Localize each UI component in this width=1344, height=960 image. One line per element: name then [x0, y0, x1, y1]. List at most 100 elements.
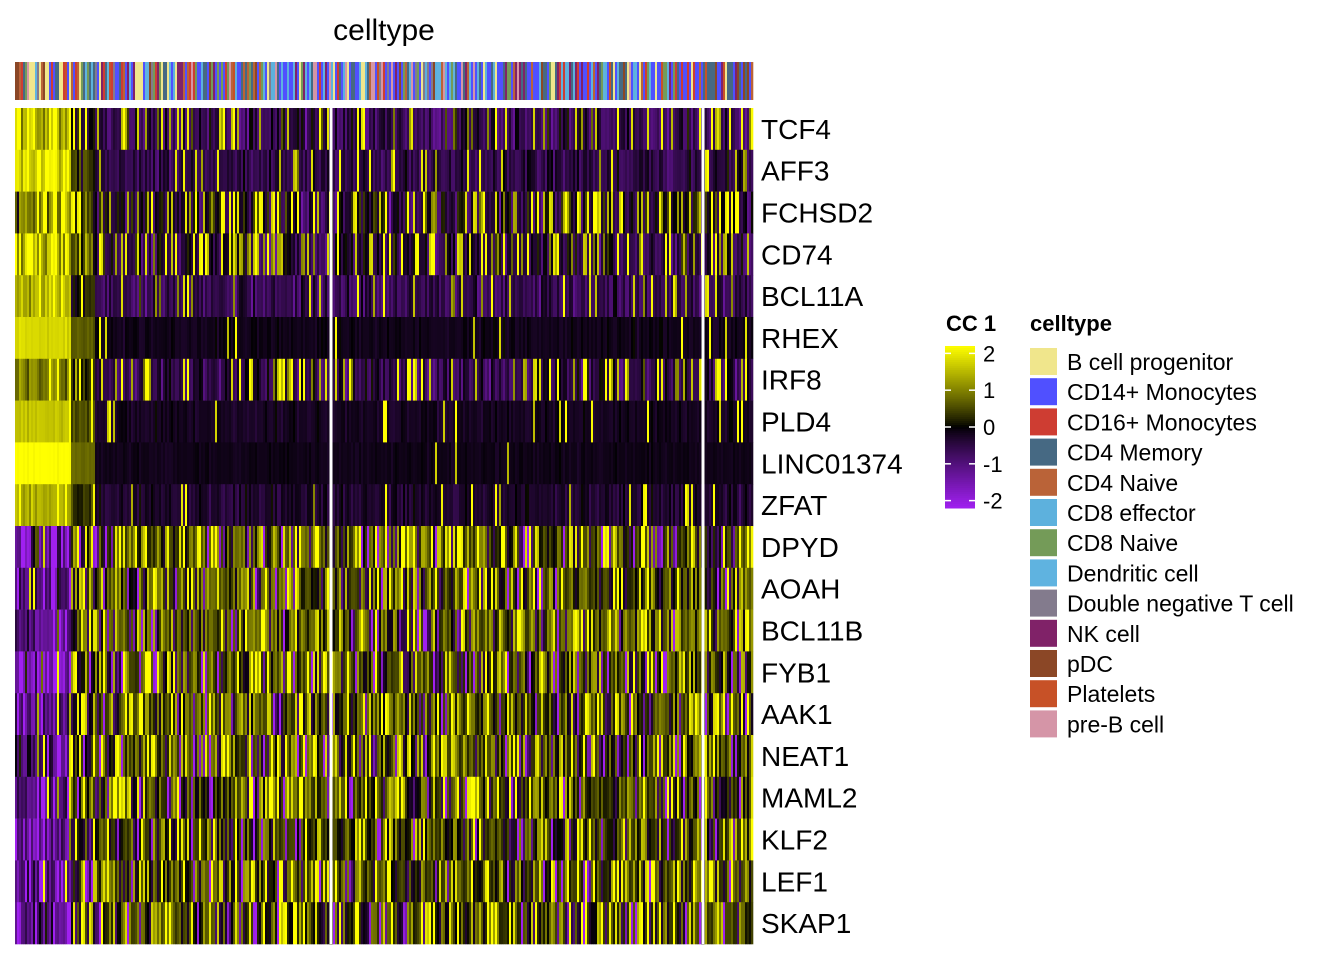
heatmap-cell — [659, 149, 662, 192]
heatmap-cell — [43, 400, 46, 443]
annotation-cell — [345, 62, 348, 100]
heatmap-cell — [531, 526, 534, 569]
heatmap-cell — [103, 358, 106, 401]
heatmap-cell — [423, 358, 426, 401]
heatmap-cell — [181, 275, 184, 318]
heatmap-cell — [525, 526, 528, 569]
annotation-cell — [659, 62, 662, 100]
heatmap-cell — [57, 567, 60, 610]
heatmap-cell — [409, 442, 412, 485]
heatmap-cell — [139, 108, 142, 151]
heatmap-cell — [475, 317, 478, 360]
heatmap-cell — [97, 191, 100, 234]
heatmap-cell — [115, 149, 118, 192]
heatmap-cell — [531, 233, 534, 276]
heatmap-cell — [667, 567, 670, 610]
heatmap-cell — [217, 233, 220, 276]
heatmap-cell — [365, 233, 368, 276]
heatmap-cell — [31, 358, 34, 401]
heatmap-cell — [219, 526, 222, 569]
heatmap-cell — [373, 609, 376, 652]
annotation-cell — [385, 62, 388, 100]
heatmap-cell — [15, 442, 18, 485]
heatmap-cell — [535, 567, 538, 610]
heatmap-cell — [293, 233, 296, 276]
heatmap-cell — [409, 400, 412, 443]
heatmap-cell — [641, 317, 644, 360]
heatmap-cell — [729, 484, 732, 527]
heatmap-cell — [619, 526, 622, 569]
heatmap-cell — [479, 358, 482, 401]
heatmap-cell — [521, 484, 524, 527]
heatmap-cell — [695, 275, 698, 318]
heatmap-cell — [457, 191, 460, 234]
heatmap-cell — [625, 400, 628, 443]
heatmap-cell — [297, 400, 300, 443]
annotation-cell — [433, 62, 436, 100]
heatmap-cell — [211, 275, 214, 318]
heatmap-cell — [549, 358, 552, 401]
annotation-cell — [19, 62, 22, 100]
heatmap-cell — [91, 108, 94, 151]
annotation-cell — [613, 62, 616, 100]
heatmap-cell — [43, 108, 46, 151]
heatmap-cell — [209, 442, 212, 485]
heatmap-cell — [575, 149, 578, 192]
heatmap-cell — [347, 275, 350, 318]
heatmap-cell — [745, 149, 748, 192]
heatmap-cell — [501, 567, 504, 610]
heatmap-cell — [481, 275, 484, 318]
heatmap-cell — [213, 609, 216, 652]
annotation-cell — [491, 62, 494, 100]
heatmap-cell — [607, 275, 610, 318]
heatmap-cell — [509, 233, 512, 276]
heatmap-cell — [133, 526, 136, 569]
heatmap-cell — [685, 358, 688, 401]
annotation-cell — [439, 62, 442, 100]
heatmap-cell — [179, 609, 182, 652]
heatmap-cell — [259, 191, 262, 234]
heatmap-cell — [507, 358, 510, 401]
heatmap-cell — [645, 275, 648, 318]
heatmap-cell — [235, 484, 238, 527]
heatmap-cell — [115, 233, 118, 276]
heatmap-cell — [363, 149, 366, 192]
heatmap-cell — [295, 358, 298, 401]
heatmap-cell — [143, 567, 146, 610]
heatmap-cell — [667, 108, 670, 151]
heatmap-cell — [231, 149, 234, 192]
heatmap-cell — [57, 317, 60, 360]
heatmap-cell — [517, 526, 520, 569]
heatmap-cell — [171, 442, 174, 485]
heatmap-cell — [573, 108, 576, 151]
heatmap-cell — [715, 317, 718, 360]
heatmap-cell — [267, 567, 270, 610]
heatmap-cell — [693, 108, 696, 151]
heatmap-cell — [569, 484, 572, 527]
annotation-cell — [291, 62, 294, 100]
heatmap-cell — [341, 609, 344, 652]
heatmap-cell — [307, 609, 310, 652]
heatmap-cell — [83, 191, 86, 234]
heatmap-cell — [243, 526, 246, 569]
heatmap-cell — [301, 484, 304, 527]
heatmap-cell — [355, 526, 358, 569]
heatmap-cell — [555, 358, 558, 401]
heatmap-cell — [55, 567, 58, 610]
heatmap-cell — [83, 275, 86, 318]
heatmap-cell — [737, 484, 740, 527]
heatmap-cell — [325, 400, 328, 443]
heatmap-cell — [185, 149, 188, 192]
heatmap-cell — [175, 609, 178, 652]
heatmap-cell — [561, 233, 564, 276]
heatmap-cell — [413, 108, 416, 151]
heatmap-cell — [607, 567, 610, 610]
heatmap-cell — [453, 442, 456, 485]
heatmap-cell — [463, 317, 466, 360]
heatmap-cell — [315, 567, 318, 610]
heatmap-cell — [637, 191, 640, 234]
annotation-cell — [387, 62, 390, 100]
heatmap-cell — [229, 275, 232, 318]
heatmap-cell — [423, 275, 426, 318]
heatmap-cell — [651, 567, 654, 610]
